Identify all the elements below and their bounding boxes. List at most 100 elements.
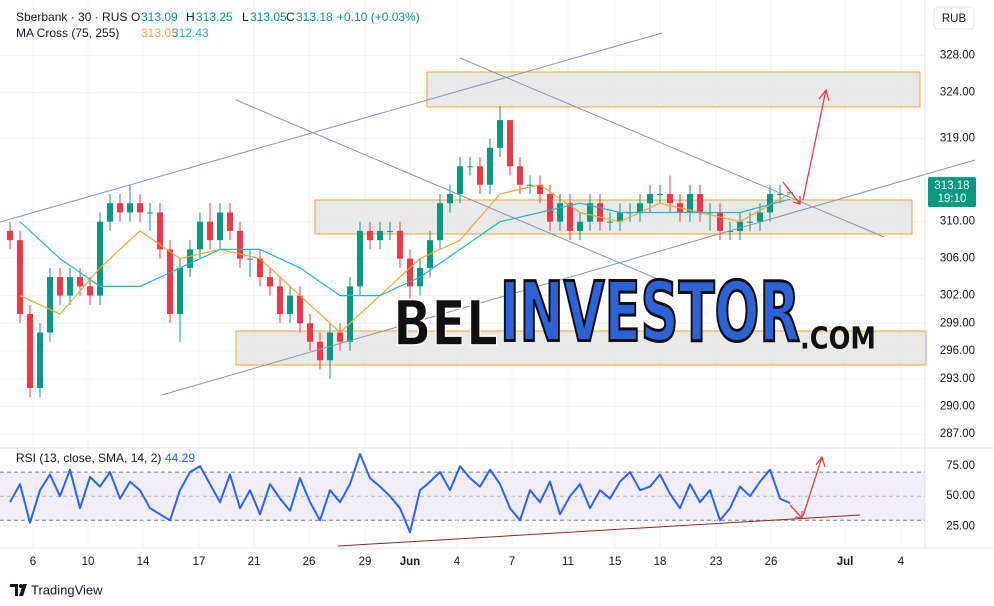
- candle-body: [337, 332, 343, 342]
- candle-body: [487, 147, 493, 185]
- candle-body: [527, 184, 533, 186]
- y-tick-label: 290.00: [940, 400, 975, 412]
- arrow: [782, 181, 801, 205]
- x-tick-label: 4: [454, 556, 461, 568]
- footer: TradingView: [10, 582, 103, 597]
- x-tick-label: 7: [509, 556, 515, 568]
- change: +0.10 (+0.03%): [337, 10, 420, 24]
- candle-body: [17, 240, 23, 315]
- drawings: [0, 32, 976, 547]
- spacer: [10, 462, 925, 520]
- x-tick-label: 21: [248, 556, 261, 568]
- candle-body: [667, 193, 673, 204]
- y-tick-label: 328.00: [940, 49, 975, 61]
- indicator-value: 313.05: [141, 26, 178, 40]
- brand: TradingView: [31, 582, 103, 597]
- candle-body: [727, 230, 733, 232]
- candle-body: [377, 230, 383, 241]
- candle-body: [647, 193, 653, 204]
- x-tick-label: 11: [562, 556, 574, 568]
- y-tick-label: 50.00: [946, 490, 975, 502]
- candle-body: [247, 258, 253, 260]
- x-tick-label: 23: [710, 556, 723, 568]
- candle-body: [617, 212, 623, 222]
- rsi-value: 44.29: [165, 451, 195, 465]
- trend-line: [0, 32, 663, 223]
- candle-body: [507, 120, 513, 167]
- x-tick-label: 6: [30, 556, 36, 568]
- x-tick-label: 14: [137, 556, 150, 568]
- candle-body: [197, 221, 203, 250]
- candle-body: [697, 193, 703, 213]
- x-tick-label: 4: [898, 556, 905, 568]
- candle-body: [347, 286, 353, 342]
- candle-body: [307, 323, 313, 342]
- candle-body: [517, 166, 523, 185]
- logo: [19, 584, 23, 588]
- rsi-title: RSI (13, close, SMA, 14, 2): [16, 451, 161, 465]
- candle-body: [437, 203, 443, 241]
- ohlc-value: 313.09: [141, 10, 178, 24]
- marks-layer: [7, 106, 793, 534]
- candle-body: [777, 193, 783, 195]
- candle-body: [547, 193, 553, 222]
- candle-body: [387, 230, 393, 232]
- candle-body: [737, 221, 743, 231]
- x-tick-label: Jun: [400, 556, 420, 568]
- watermark-text: INVESTOR: [500, 265, 800, 360]
- x-tick-label: 18: [654, 556, 667, 568]
- candle-body: [457, 166, 463, 194]
- candle-body: [537, 184, 543, 194]
- last-price: 313.18: [934, 180, 969, 192]
- countdown: 19:10: [938, 193, 967, 205]
- y-tick-label: 319.00: [940, 133, 975, 145]
- candle-body: [767, 193, 773, 213]
- ohlc-label: H: [186, 10, 195, 24]
- x-tick-label: 29: [359, 556, 372, 568]
- candle-body: [77, 277, 83, 287]
- trend-line: [337, 514, 861, 547]
- candle-body: [137, 203, 143, 213]
- y-tick-label: 310.00: [940, 216, 975, 228]
- x-tick-label: 26: [765, 556, 778, 568]
- candle-body: [757, 212, 763, 222]
- frame: RUB: [0, 0, 994, 549]
- currency-box: [933, 6, 975, 30]
- zone: [426, 71, 921, 108]
- candle-body: [497, 120, 503, 148]
- ohlc-value: 313.25: [196, 10, 233, 24]
- watermark-text: .COM: [800, 322, 876, 357]
- y-tick-label: 302.00: [940, 290, 975, 302]
- trend-line: [161, 159, 976, 396]
- candle-body: [177, 267, 183, 315]
- ohlc-label: O: [131, 10, 140, 24]
- ohlc-value: 313.18: [296, 10, 333, 24]
- x-tick-label: 15: [609, 556, 622, 568]
- candle-body: [597, 203, 603, 222]
- y-tick-label: 75.00: [946, 460, 975, 472]
- candle-body: [107, 203, 113, 222]
- y-tick-label: 324.00: [940, 86, 975, 98]
- watermark-text: BEL: [393, 287, 498, 360]
- candle-body: [37, 332, 43, 388]
- candle-body: [317, 341, 323, 361]
- candle-body: [97, 221, 103, 296]
- arrow: [802, 88, 830, 201]
- candle-body: [287, 295, 293, 315]
- candle-body: [257, 258, 263, 278]
- candle-body: [147, 212, 153, 214]
- candle-body: [787, 192, 793, 194]
- candle-body: [297, 295, 303, 324]
- watermark: BEL INVESTOR .COM: [392, 264, 876, 362]
- candle-body: [567, 203, 573, 231]
- symbol-title: Sberbank · 30 · RUS: [16, 10, 127, 24]
- y-tick-label: 299.00: [940, 317, 975, 329]
- candle-body: [367, 230, 373, 241]
- candle-body: [227, 212, 233, 231]
- arrow: [789, 504, 803, 519]
- x-tick-label: Jul: [837, 556, 854, 568]
- candle-body: [217, 212, 223, 241]
- x-tick-label: 26: [303, 556, 316, 568]
- y-tick-label: 306.00: [940, 253, 975, 265]
